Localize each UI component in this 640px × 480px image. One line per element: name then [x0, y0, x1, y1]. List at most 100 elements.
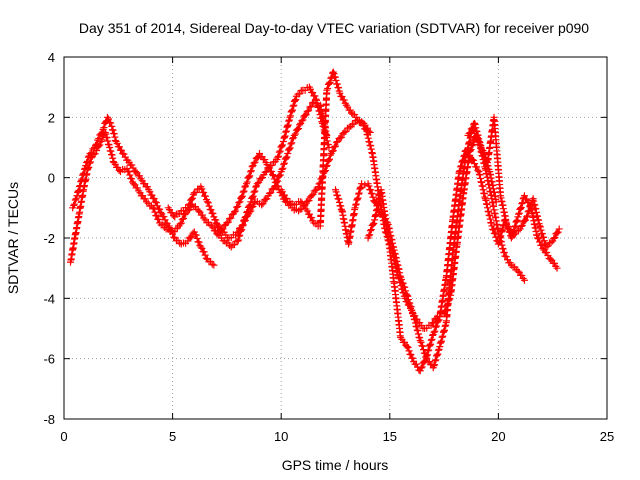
- data-point: [130, 180, 138, 188]
- data-point: [303, 107, 311, 115]
- data-point-sample: [367, 226, 375, 234]
- data-point-sample: [538, 230, 546, 238]
- data-point-sample: [459, 157, 467, 165]
- data-point-sample: [431, 361, 439, 369]
- data-point: [195, 207, 203, 215]
- data-point-sample: [84, 153, 92, 161]
- data-point-sample: [247, 168, 255, 176]
- data-point-sample: [288, 139, 296, 147]
- data-point-sample: [201, 192, 209, 200]
- x-tick-label: 25: [600, 429, 614, 444]
- data-point-sample: [198, 185, 206, 193]
- series-satellite-track-a: [67, 83, 333, 266]
- data-point-sample: [267, 189, 275, 197]
- data-point-sample: [231, 241, 239, 249]
- data-point-sample: [299, 116, 307, 124]
- data-point-sample: [324, 85, 332, 93]
- data-point-sample: [98, 129, 106, 137]
- data-point-sample: [457, 162, 465, 170]
- data-point-sample: [327, 74, 335, 82]
- data-point-sample: [325, 79, 333, 87]
- data-point-sample: [188, 233, 196, 241]
- data-point-sample: [232, 207, 240, 215]
- data-point: [108, 122, 116, 130]
- data-point-sample: [259, 200, 267, 208]
- data-point-sample: [367, 186, 375, 194]
- data-point-sample: [286, 144, 294, 152]
- data-point-sample: [288, 107, 296, 115]
- data-point-sample: [417, 338, 425, 346]
- data-point-sample: [515, 209, 523, 217]
- data-point-sample: [301, 202, 309, 210]
- data-point: [197, 243, 205, 251]
- data-point: [143, 198, 151, 206]
- data-point-sample: [276, 171, 284, 179]
- data-point-sample: [80, 169, 88, 177]
- data-point-sample: [224, 218, 232, 226]
- data-point: [536, 222, 544, 230]
- data-points: [67, 68, 563, 375]
- data-point-sample: [466, 151, 474, 159]
- data-point-sample: [227, 214, 235, 222]
- data-point-sample: [312, 186, 320, 194]
- data-point-sample: [280, 159, 288, 167]
- data-point-sample: [234, 236, 242, 244]
- data-point: [340, 128, 348, 136]
- data-point: [542, 243, 550, 251]
- data-point-sample: [293, 125, 301, 133]
- data-point-sample: [186, 200, 194, 208]
- data-point-sample: [71, 196, 79, 204]
- data-point-sample: [308, 214, 316, 222]
- data-point-sample: [511, 222, 519, 230]
- data-point-sample: [538, 241, 546, 249]
- data-point-sample: [330, 70, 338, 78]
- data-point: [510, 231, 518, 239]
- data-point-sample: [430, 362, 438, 370]
- data-point-sample: [287, 112, 295, 120]
- data-point: [269, 171, 277, 179]
- series-satellite-track-h: [464, 113, 563, 251]
- data-point-sample: [432, 356, 440, 364]
- data-point-sample: [338, 133, 346, 141]
- data-point-sample: [517, 222, 525, 230]
- data-point-sample: [285, 145, 293, 153]
- data-point: [253, 180, 261, 188]
- y-tick-label: -8: [43, 412, 55, 427]
- data-point-sample: [335, 195, 343, 203]
- data-point: [468, 156, 476, 164]
- data-point-sample: [156, 205, 164, 213]
- y-axis-title: SDTVAR / TECUs: [5, 182, 21, 294]
- data-point-sample: [333, 138, 341, 146]
- data-point-sample: [307, 102, 315, 110]
- data-point-sample: [88, 149, 96, 157]
- data-point-sample: [407, 351, 415, 359]
- data-point: [271, 183, 279, 191]
- data-point-sample: [434, 317, 442, 325]
- data-point-sample: [421, 357, 429, 365]
- data-point-sample: [291, 96, 299, 104]
- data-point-sample: [309, 191, 317, 199]
- data-point-sample: [248, 203, 256, 211]
- data-point-sample: [515, 210, 523, 218]
- data-point-sample: [216, 224, 224, 232]
- data-point-sample: [331, 73, 339, 81]
- data-point-sample: [240, 187, 248, 195]
- data-point-sample: [169, 230, 177, 238]
- data-point-sample: [518, 222, 526, 230]
- data-point: [106, 144, 114, 151]
- data-point-sample: [133, 184, 141, 192]
- data-point: [236, 198, 244, 206]
- data-point-sample: [435, 316, 443, 324]
- data-point-sample: [504, 223, 512, 231]
- data-point-sample: [469, 156, 477, 164]
- data-point: [555, 225, 563, 233]
- data-point-sample: [350, 120, 358, 128]
- data-point-sample: [283, 153, 291, 161]
- data-point-sample: [550, 234, 558, 242]
- data-point-sample: [459, 156, 467, 164]
- data-point-sample: [417, 364, 425, 372]
- data-point: [297, 198, 305, 206]
- data-point-sample: [109, 126, 117, 134]
- data-point: [423, 352, 431, 360]
- data-point-sample: [204, 199, 212, 207]
